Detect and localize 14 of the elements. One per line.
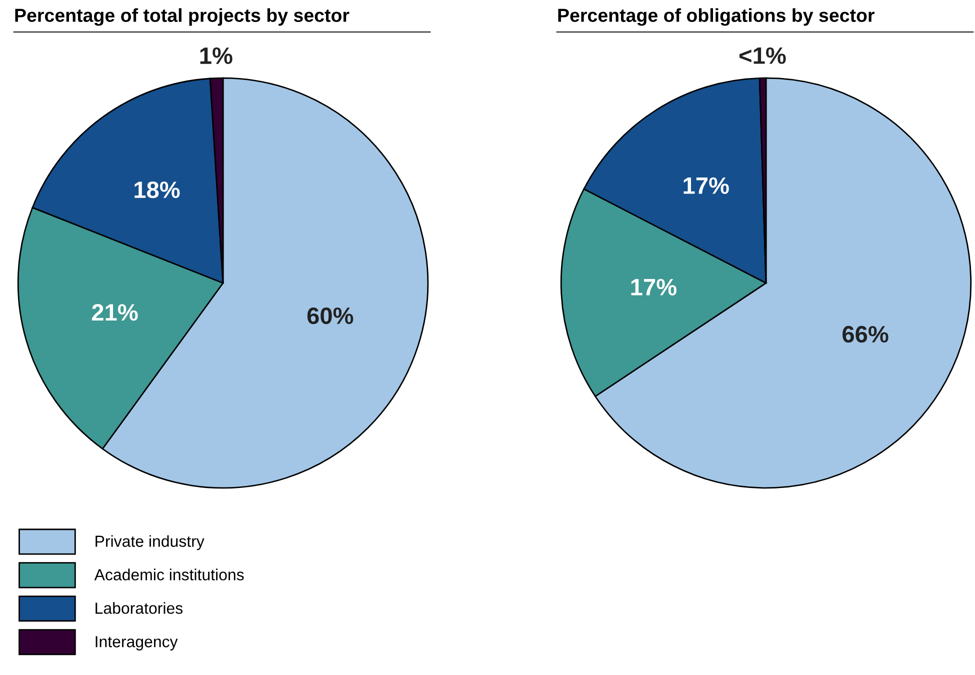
legend-label: Academic institutions — [94, 568, 244, 580]
data-label: 17% — [684, 177, 729, 194]
data-label: 60% — [307, 307, 354, 324]
data-label: 17% — [631, 278, 676, 296]
data-label: 1% — [200, 47, 232, 64]
data-label: <1% — [740, 47, 786, 64]
legend-label: Laboratories — [96, 602, 183, 614]
chart-title: Percentage of total projects by sector — [15, 8, 350, 26]
chart-title: Percentage of obligations by sector — [558, 8, 874, 26]
data-label: 18% — [134, 181, 180, 198]
legend-label: Private industry — [96, 535, 204, 550]
legend-label: Interagency — [96, 636, 178, 650]
data-label: 21% — [92, 304, 138, 321]
data-label: 66% — [842, 326, 888, 343]
